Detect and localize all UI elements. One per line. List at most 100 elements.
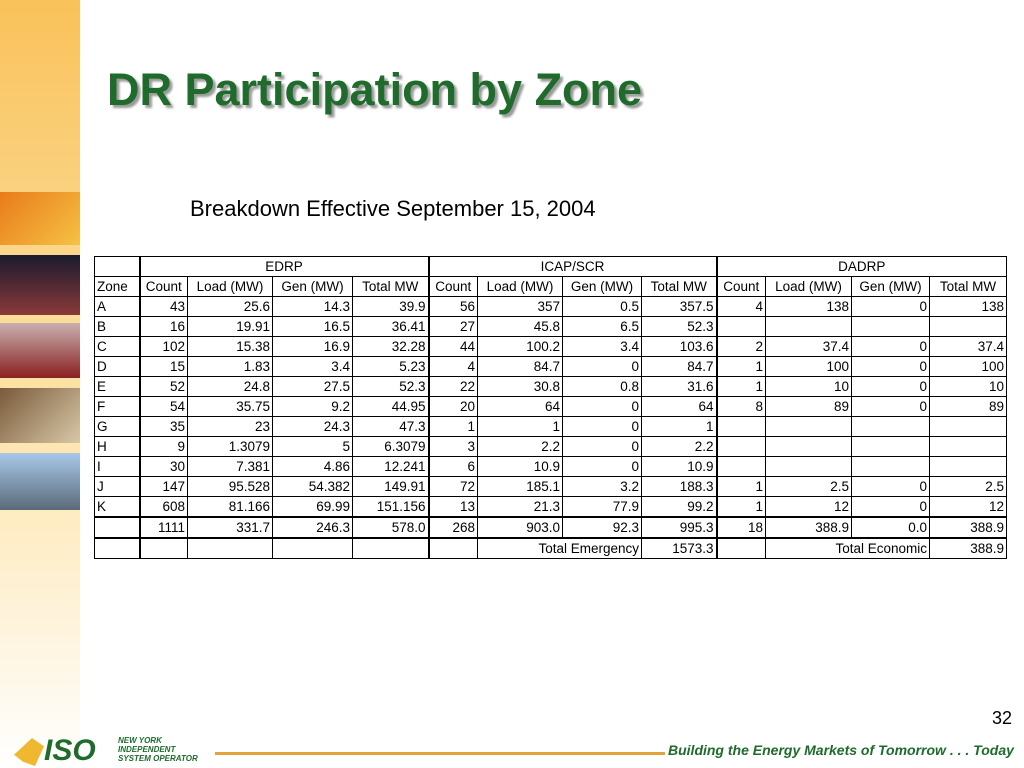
cell: 0	[851, 476, 930, 497]
side-band	[0, 0, 80, 768]
cell: 10.9	[641, 456, 717, 477]
cell: 52	[138, 376, 188, 397]
cell: 21.3	[477, 496, 563, 518]
cell	[715, 416, 766, 437]
column-header: Total MW	[641, 276, 717, 297]
cell: J	[94, 476, 140, 497]
group-row: EDRP ICAP/SCR DADRP	[94, 256, 1007, 277]
cell: 39.9	[352, 296, 429, 317]
cell: 357	[477, 296, 563, 317]
summary-value: 1573.3	[641, 537, 717, 559]
cell: 27	[427, 316, 478, 337]
cell: 1	[715, 476, 766, 497]
cell: 100	[765, 356, 852, 377]
cell: 185.1	[477, 476, 563, 497]
cell: 0	[851, 396, 930, 417]
data-row: J 147 95.528 54.382 149.91 72 185.1 3.2 188.3 1 2.…	[94, 476, 1007, 497]
total-cell: 331.7	[187, 516, 273, 539]
cell: 52.3	[641, 316, 717, 337]
cell: 9.2	[272, 396, 353, 417]
cell: 0	[562, 356, 642, 377]
column-header: Gen (MW)	[562, 276, 642, 297]
cell: 24.8	[187, 376, 273, 397]
data-row: F 54 35.75 9.2 44.95 20 64 0 64 8 89 0 89	[94, 396, 1007, 417]
cell: 10	[929, 376, 1007, 397]
cell	[929, 316, 1007, 337]
cell: 16	[138, 316, 188, 337]
column-header: Load (MW)	[765, 276, 852, 297]
cell: 100	[929, 356, 1007, 377]
cell: 44.95	[352, 396, 429, 417]
cell: D	[94, 356, 140, 377]
cell: 10.9	[477, 456, 563, 477]
cell: 24.3	[272, 416, 353, 437]
cell	[851, 316, 930, 337]
cell: 69.99	[272, 496, 353, 518]
cell	[765, 436, 852, 457]
cell: 4.86	[272, 456, 353, 477]
total-cell: 578.0	[352, 516, 429, 539]
logo: ISO	[44, 734, 96, 767]
total-cell: 0.0	[851, 516, 930, 539]
cell: 35	[138, 416, 188, 437]
cell: 84.7	[641, 356, 717, 377]
cell: C	[94, 336, 140, 357]
cell: 149.91	[352, 476, 429, 497]
column-header: Count	[427, 276, 478, 297]
side-image	[0, 453, 80, 510]
logo-text: NEW YORK INDEPENDENT SYSTEM OPERATOR	[118, 736, 198, 763]
totals-row: 1111 331.7 246.3 578.0 268 903.0 92.3 995.3 18 38…	[94, 516, 1007, 539]
cell	[851, 436, 930, 457]
cell: 54	[138, 396, 188, 417]
cell: 1.83	[187, 356, 273, 377]
cell: 12	[765, 496, 852, 518]
cell	[715, 456, 766, 477]
total-cell: 903.0	[477, 516, 563, 539]
cell: 52.3	[352, 376, 429, 397]
column-header: Gen (MW)	[272, 276, 353, 297]
cell: 2.2	[477, 436, 563, 457]
cell: 10	[765, 376, 852, 397]
cell: 0	[851, 296, 930, 317]
logo-line: INDEPENDENT	[118, 745, 176, 754]
cell: 357.5	[641, 296, 717, 317]
cell: 31.6	[641, 376, 717, 397]
cell: 0	[562, 456, 642, 477]
cell: 15	[138, 356, 188, 377]
cell: 72	[427, 476, 478, 497]
cell: 6.3079	[352, 436, 429, 457]
cell: 89	[929, 396, 1007, 417]
summary-label: Total Emergency	[477, 537, 642, 559]
cell	[94, 537, 140, 559]
cell: 102	[138, 336, 188, 357]
cell: 1	[477, 416, 563, 437]
cell: 147	[138, 476, 188, 497]
cell: 12	[929, 496, 1007, 518]
cell: 103.6	[641, 336, 717, 357]
data-table: EDRP ICAP/SCR DADRP Zone Count Load (MW) Gen (…	[94, 256, 1007, 559]
cell: 95.528	[187, 476, 273, 497]
cell: 3	[427, 436, 478, 457]
summary-value: 388.9	[929, 537, 1007, 559]
total-cell: 388.9	[929, 516, 1007, 539]
cell	[715, 436, 766, 457]
data-row: C 102 15.38 16.9 32.28 44 100.2 3.4 103.6 2 37.4 0 3…	[94, 336, 1007, 357]
tagline: Building the Energy Markets of Tomorrow …	[668, 742, 1014, 758]
cell: 13	[427, 496, 478, 518]
group-header: EDRP	[138, 256, 429, 277]
data-row: H 9 1.3079 5 6.3079 3 2.2 0 2.2	[94, 436, 1007, 457]
cell: 1	[715, 376, 766, 397]
data-row: K 608 81.166 69.99 151.156 13 21.3 77.9 99.2 1 12 0…	[94, 496, 1007, 518]
group-header: ICAP/SCR	[427, 256, 717, 277]
cell: 3.4	[562, 336, 642, 357]
cell: 0	[851, 336, 930, 357]
cell	[138, 537, 188, 559]
cell: 0	[851, 356, 930, 377]
cell: 6.5	[562, 316, 642, 337]
cell: K	[94, 496, 140, 518]
cell: 43	[138, 296, 188, 317]
cell: 1	[715, 496, 766, 518]
cell: 84.7	[477, 356, 563, 377]
cell: 81.166	[187, 496, 273, 518]
data-row: G 35 23 24.3 47.3 1 1 0 1	[94, 416, 1007, 437]
